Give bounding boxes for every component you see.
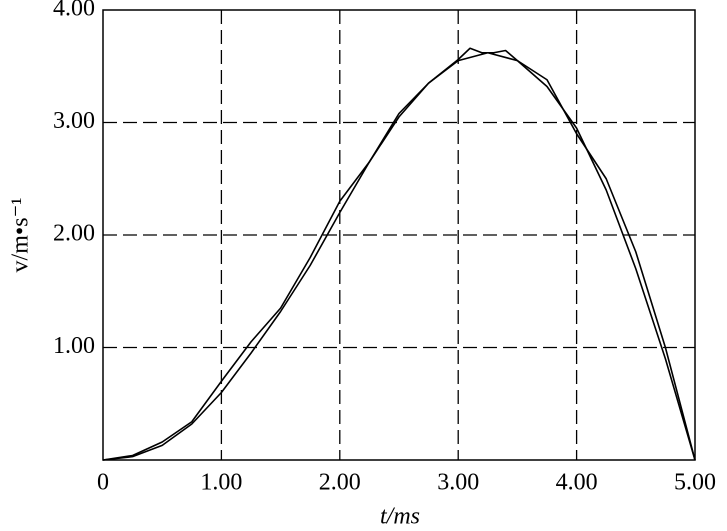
y-tick-label: 3.00	[53, 108, 95, 134]
x-tick-label: 0	[97, 470, 109, 496]
x-tick-label: 4.00	[556, 470, 598, 496]
y-tick-label: 1.00	[53, 333, 95, 359]
y-axis-label: v/m•s⁻¹	[8, 198, 34, 273]
y-tick-label: 4.00	[53, 0, 95, 22]
x-tick-label: 2.00	[319, 470, 361, 496]
data-line	[102, 51, 696, 461]
x-tick-label: 1.00	[200, 470, 242, 496]
x-tick-label: 5.00	[674, 470, 716, 496]
y-tick-label: 2.00	[53, 221, 95, 247]
x-tick-label: 3.00	[437, 470, 479, 496]
data-line	[102, 47, 696, 461]
x-axis-label: t/ms	[380, 504, 420, 530]
